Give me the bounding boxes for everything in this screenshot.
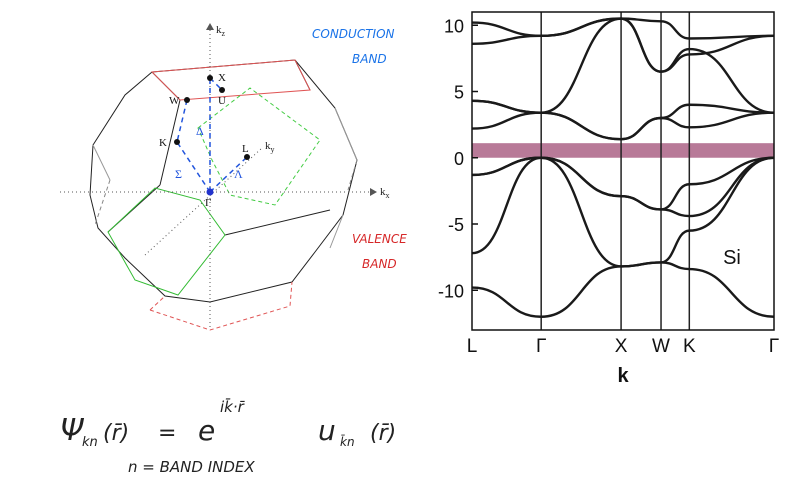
point-x-label: X [218,72,226,84]
point-w-dot [184,97,190,103]
equation-u-sub: k̄n [340,435,355,449]
point-gamma-label: Γ [205,197,211,209]
y-tick-label: -10 [438,281,464,301]
x-tick-label: Γ [536,336,546,357]
band-line [471,111,775,141]
equation-arg: (r̄) [103,421,129,446]
band-structure-chart: -10 -5 0 5 10 L Γ X W K Γk Si [438,11,779,387]
line-lambda-label: Λ [234,167,243,181]
x-tick-label: Γ [769,336,779,357]
point-gamma-dot [206,188,214,196]
line-delta-label: Δ [196,124,204,138]
x-tick-label: W [652,336,670,357]
brillouin-zone-diagram: kz ky kx X U W K L Γ Δ Λ Σ [60,23,390,331]
x-tick-label: K [683,336,696,357]
point-u-label: U [218,95,226,107]
band-line [471,156,775,218]
x-tick-label: X [615,336,628,357]
y-tick-label: -5 [448,215,464,235]
equation-psi-sub: kn [82,435,98,450]
y-tick-label: 5 [454,83,464,103]
point-k-label: K [159,137,167,149]
equation-exp-power: ik̄·r̄ [220,397,245,416]
point-k-dot [174,139,180,145]
y-tick-label: 10 [444,16,464,36]
equation-u: u [318,414,336,447]
band-line [471,156,775,268]
band-line [471,17,775,40]
point-x-dot [207,75,213,81]
material-label: Si [723,247,741,269]
point-l-dot [244,154,250,160]
equation-exp-base: e [198,414,215,447]
bloch-equation: Ψ kn (r̄) = e ik̄·r̄ u k̄n (r̄) n = BAND… [60,397,396,476]
equation-equals: = [158,421,176,446]
point-u-dot [219,87,225,93]
plot-frame [471,11,775,331]
ky-axis-label: ky [265,140,275,154]
band-index-note: n = BAND INDEX [128,458,255,476]
x-tick-label: L [467,336,478,357]
kx-axis-label: kx [380,186,390,200]
equation-u-arg: (r̄) [370,421,396,446]
band-line [471,156,775,211]
band-gap-region [472,143,774,158]
kz-axis-label: kz [216,24,226,38]
band-line [471,261,775,318]
x-axis-label: k [617,365,629,387]
y-tick-label: 0 [454,149,464,169]
point-w-label: W [169,95,180,107]
point-l-label: L [242,143,249,155]
equation-psi: Ψ [60,413,85,448]
line-sigma-label: Σ [175,167,182,181]
band-line [471,17,775,73]
